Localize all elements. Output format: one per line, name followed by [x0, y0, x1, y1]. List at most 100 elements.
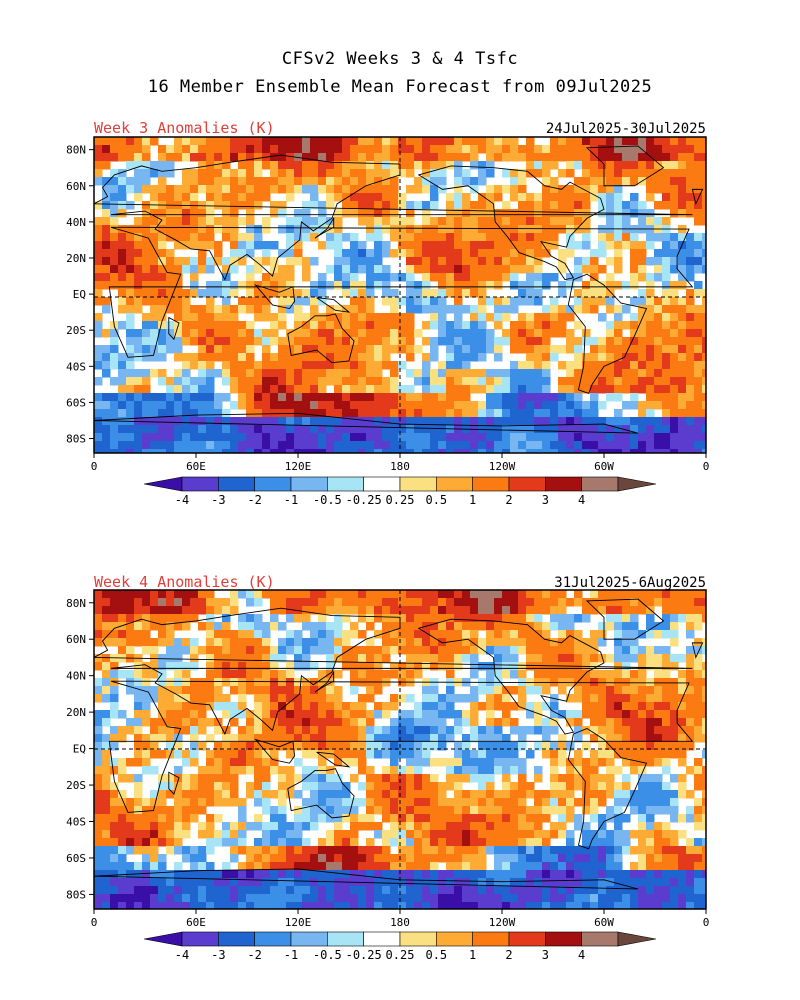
- anomaly-cell: [310, 678, 319, 687]
- anomaly-cell: [390, 225, 399, 234]
- anomaly-cell: [430, 137, 439, 146]
- anomaly-cell: [366, 710, 375, 719]
- anomaly-cell: [494, 790, 503, 799]
- anomaly-cell: [646, 337, 655, 346]
- anomaly-cell: [494, 734, 503, 743]
- anomaly-cell: [110, 425, 119, 434]
- anomaly-cell: [462, 169, 471, 178]
- anomaly-cell: [566, 830, 575, 839]
- anomaly-cell: [670, 710, 679, 719]
- coastline: [316, 297, 351, 313]
- anomaly-cell: [142, 662, 151, 671]
- anomaly-cell: [398, 329, 407, 338]
- anomaly-cell: [158, 854, 167, 863]
- anomaly-cell: [598, 702, 607, 711]
- anomaly-cell: [630, 638, 639, 647]
- anomaly-cell: [614, 838, 623, 847]
- anomaly-cell: [214, 750, 223, 759]
- anomaly-cell: [134, 137, 143, 146]
- anomaly-cell: [542, 718, 551, 727]
- anomaly-cell: [670, 169, 679, 178]
- anomaly-cell: [630, 241, 639, 250]
- anomaly-cell: [550, 353, 559, 362]
- anomaly-cell: [390, 622, 399, 631]
- anomaly-cell: [622, 710, 631, 719]
- anomaly-cell: [550, 393, 559, 402]
- anomaly-cell: [550, 193, 559, 202]
- anomaly-cell: [230, 193, 239, 202]
- anomaly-cell: [174, 185, 183, 194]
- anomaly-cell: [294, 734, 303, 743]
- anomaly-cell: [430, 145, 439, 154]
- anomaly-cell: [422, 758, 431, 767]
- anomaly-cell: [574, 686, 583, 695]
- anomaly-cell: [222, 742, 231, 751]
- anomaly-cell: [350, 622, 359, 631]
- anomaly-cell: [238, 345, 247, 354]
- anomaly-cell: [678, 449, 687, 453]
- anomaly-cell: [174, 433, 183, 442]
- anomaly-cell: [366, 614, 375, 623]
- anomaly-cell: [350, 441, 359, 450]
- anomaly-cell: [558, 622, 567, 631]
- anomaly-cell: [526, 622, 535, 631]
- anomaly-cell: [686, 289, 695, 298]
- anomaly-cell: [270, 702, 279, 711]
- anomaly-cell: [574, 185, 583, 194]
- anomaly-cell: [366, 377, 375, 386]
- anomaly-cell: [606, 161, 615, 170]
- anomaly-cell: [438, 654, 447, 663]
- anomaly-cell: [110, 702, 119, 711]
- anomaly-cell: [94, 289, 103, 298]
- anomaly-cell: [318, 313, 327, 322]
- anomaly-cell: [670, 614, 679, 623]
- anomaly-cell: [94, 145, 103, 154]
- anomaly-cell: [638, 678, 647, 687]
- anomaly-cell: [294, 710, 303, 719]
- anomaly-cell: [158, 289, 167, 298]
- anomaly-cell: [662, 377, 671, 386]
- anomaly-cell: [606, 718, 615, 727]
- anomaly-cell: [390, 646, 399, 655]
- anomaly-cell: [142, 217, 151, 226]
- anomaly-cell: [670, 241, 679, 250]
- anomaly-cell: [398, 590, 407, 599]
- anomaly-cell: [246, 297, 255, 306]
- anomaly-cell: [286, 241, 295, 250]
- anomaly-cell: [94, 734, 103, 743]
- colorbar-segment: [181, 476, 219, 492]
- anomaly-cell: [358, 718, 367, 727]
- anomaly-cell: [398, 225, 407, 234]
- anomaly-cell: [462, 433, 471, 442]
- anomaly-cell: [702, 670, 706, 679]
- anomaly-cell: [198, 233, 207, 242]
- anomaly-cell: [534, 590, 543, 599]
- anomaly-cell: [294, 137, 303, 146]
- anomaly-cell: [238, 233, 247, 242]
- anomaly-cell: [166, 257, 175, 266]
- anomaly-cell: [662, 281, 671, 290]
- anomaly-cell: [694, 614, 703, 623]
- anomaly-cell: [134, 734, 143, 743]
- anomaly-cell: [430, 758, 439, 767]
- anomaly-cell: [430, 734, 439, 743]
- anomaly-cell: [342, 750, 351, 759]
- anomaly-cell: [126, 369, 135, 378]
- anomaly-cell: [446, 614, 455, 623]
- anomaly-cell: [198, 305, 207, 314]
- anomaly-cell: [278, 281, 287, 290]
- anomaly-cell: [246, 145, 255, 154]
- anomaly-cell: [158, 606, 167, 615]
- anomaly-cell: [238, 734, 247, 743]
- anomaly-cell: [350, 425, 359, 434]
- anomaly-cell: [654, 433, 663, 442]
- anomaly-cell: [190, 329, 199, 338]
- anomaly-cell: [518, 313, 527, 322]
- anomaly-cell: [438, 393, 447, 402]
- anomaly-cell: [574, 638, 583, 647]
- anomaly-cell: [494, 377, 503, 386]
- anomaly-cell: [166, 193, 175, 202]
- anomaly-cell: [142, 369, 151, 378]
- anomaly-cell: [486, 329, 495, 338]
- anomaly-cell: [414, 806, 423, 815]
